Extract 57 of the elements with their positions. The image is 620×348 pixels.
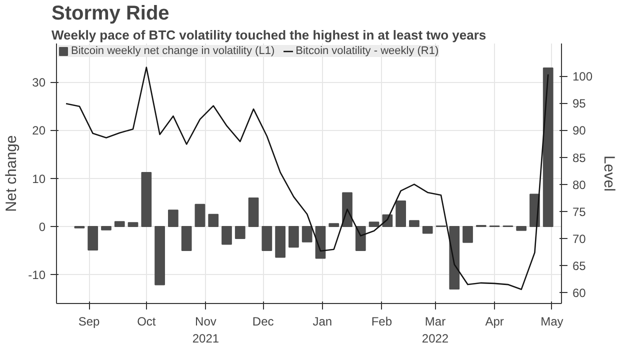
x-tick-label: Apr xyxy=(485,314,504,328)
y2-axis-title: Level xyxy=(600,156,618,192)
y-tick-label: 20 xyxy=(32,124,46,138)
y2-tick-label: 75 xyxy=(572,204,586,219)
bar xyxy=(302,226,312,242)
bar xyxy=(275,226,286,258)
x-tick-label: May xyxy=(540,314,564,328)
bar xyxy=(368,222,380,227)
bar xyxy=(248,198,259,227)
chart-title: Stormy Ride xyxy=(52,2,170,24)
bar xyxy=(409,220,420,227)
y-tick-label: -10 xyxy=(28,268,46,282)
bar xyxy=(101,226,112,230)
y2-tick-label: 80 xyxy=(572,178,586,192)
bar xyxy=(542,68,554,227)
x-tick-label: Nov 2021 xyxy=(192,314,220,346)
y-tick-label: 10 xyxy=(32,172,46,186)
x-tick-label: Oct xyxy=(137,314,156,328)
bar xyxy=(154,226,165,286)
bar xyxy=(234,226,246,239)
y2-tick-label: 65 xyxy=(572,259,586,274)
bar xyxy=(194,204,206,227)
legend-label: Bitcoin volatility - weekly (R1) xyxy=(296,45,439,57)
bar xyxy=(128,222,138,227)
bar xyxy=(516,226,527,231)
x-tick-label: Jan xyxy=(312,314,332,328)
bar xyxy=(208,214,219,227)
bar xyxy=(328,223,340,227)
x-tick-label: Feb xyxy=(371,314,392,328)
x-tick-label: Sep xyxy=(78,314,100,328)
chart-subtitle: Weekly pace of BTC volatility touched the highest in at least two years xyxy=(52,28,486,42)
bar xyxy=(141,172,152,227)
bar xyxy=(422,226,433,234)
y2-tick-label: 70 xyxy=(572,232,586,246)
bar xyxy=(114,221,125,227)
bar xyxy=(355,226,366,252)
x-tick-label: Dec xyxy=(252,314,274,328)
y2-tick-label: 100 xyxy=(572,70,593,84)
y2-tick-label: 90 xyxy=(572,124,586,138)
y-tick-label: 0 xyxy=(38,220,46,234)
bar xyxy=(396,200,406,227)
bar xyxy=(88,226,98,251)
line-series xyxy=(65,66,549,290)
y-tick-label: 30 xyxy=(32,76,46,90)
bar xyxy=(181,226,192,252)
bar xyxy=(462,226,473,243)
x-tick-label: Mar 2022 xyxy=(422,314,449,346)
bar xyxy=(288,226,299,248)
bar xyxy=(168,210,178,227)
bar xyxy=(262,226,272,252)
bar xyxy=(222,226,232,245)
legend-label: Bitcoin weekly net change in volatility (L1) xyxy=(71,45,275,57)
bar xyxy=(449,226,460,290)
y2-tick-label: 85 xyxy=(572,150,586,165)
y2-tick-label: 95 xyxy=(572,96,586,111)
y-axis-title: Net change xyxy=(3,135,20,212)
y2-tick-label: 60 xyxy=(572,286,586,300)
